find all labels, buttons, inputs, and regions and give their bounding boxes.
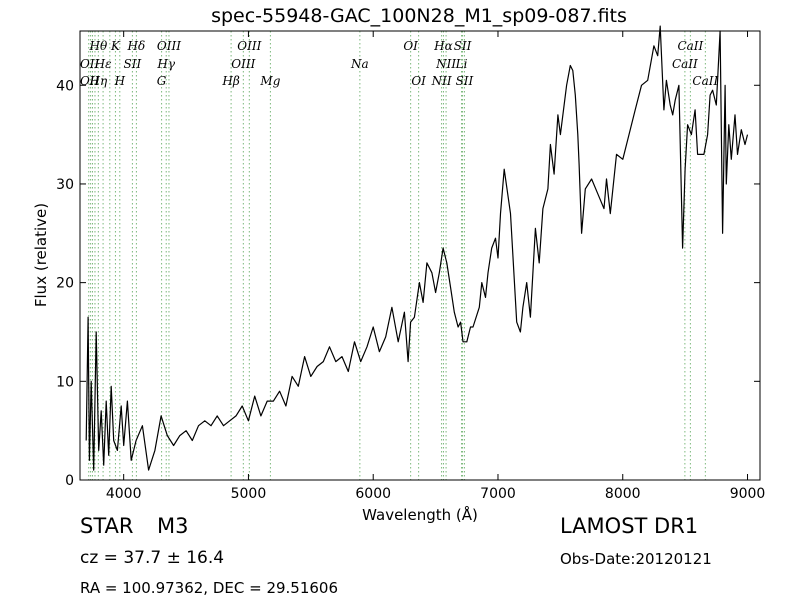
redshift-value: cz = 37.7 ± 16.4 xyxy=(80,548,225,568)
y-tick-label: 10 xyxy=(56,374,74,390)
flux-series xyxy=(85,25,749,471)
x-tick-label: 7000 xyxy=(480,486,516,502)
line-label: G xyxy=(157,74,167,88)
line-label: OII xyxy=(80,57,100,71)
x-tick-label: 9000 xyxy=(730,486,766,502)
line-label: OIII xyxy=(237,39,261,53)
line-label: Hε xyxy=(94,57,112,71)
y-axis-label: Flux (relative) xyxy=(32,203,50,307)
line-label: OIII xyxy=(231,57,255,71)
line-label: OI xyxy=(411,74,426,88)
line-label: H xyxy=(114,74,126,88)
line-label: OI xyxy=(403,39,418,53)
line-label: Hα xyxy=(433,39,453,53)
line-label: Hθ xyxy=(88,39,107,53)
line-label: NII xyxy=(435,57,456,71)
plot-frame xyxy=(79,30,761,481)
line-label: Na xyxy=(350,57,369,71)
observation-date: Obs-Date:20120121 xyxy=(560,550,712,568)
line-label: Hδ xyxy=(127,39,146,53)
line-label: CaII xyxy=(672,57,698,71)
x-tick-label: 6000 xyxy=(355,486,391,502)
x-tick-label: 4000 xyxy=(106,486,142,502)
coordinates: RA = 100.97362, DEC = 29.51606 xyxy=(80,579,339,597)
line-label: Hη xyxy=(89,74,108,88)
line-label: CaII xyxy=(692,74,718,88)
object-subclass: M3 xyxy=(157,514,189,538)
line-label: NII xyxy=(431,74,452,88)
x-axis-label: Wavelength (Å) xyxy=(362,505,478,524)
y-axis: 0 10 20 30 40 xyxy=(56,78,760,489)
line-label: Hγ xyxy=(156,57,175,71)
line-label: Li xyxy=(455,57,468,71)
x-axis: 4000 5000 6000 7000 8000 9000 xyxy=(106,31,765,502)
line-label: Mg xyxy=(259,74,280,88)
object-class: STAR xyxy=(80,514,134,538)
line-label: OIII xyxy=(157,39,181,53)
y-tick-label: 40 xyxy=(56,78,74,94)
spectral-line-markers xyxy=(88,31,706,480)
line-label: SII xyxy=(456,74,474,88)
line-label: SII xyxy=(454,39,472,53)
y-tick-label: 30 xyxy=(56,177,74,193)
chart-title: spec-55948-GAC_100N28_M1_sp09-087.fits xyxy=(211,5,627,27)
survey-name: LAMOST DR1 xyxy=(560,514,699,538)
line-label: K xyxy=(110,39,121,53)
x-tick-label: 8000 xyxy=(605,486,641,502)
y-tick-label: 20 xyxy=(56,276,74,292)
flux-line xyxy=(85,25,749,471)
line-label: OII xyxy=(80,74,100,88)
x-tick-label: 5000 xyxy=(231,486,267,502)
line-label: CaII xyxy=(677,39,703,53)
line-label: Hβ xyxy=(221,74,239,88)
y-tick-label: 0 xyxy=(65,473,74,489)
line-label: SII xyxy=(124,57,142,71)
